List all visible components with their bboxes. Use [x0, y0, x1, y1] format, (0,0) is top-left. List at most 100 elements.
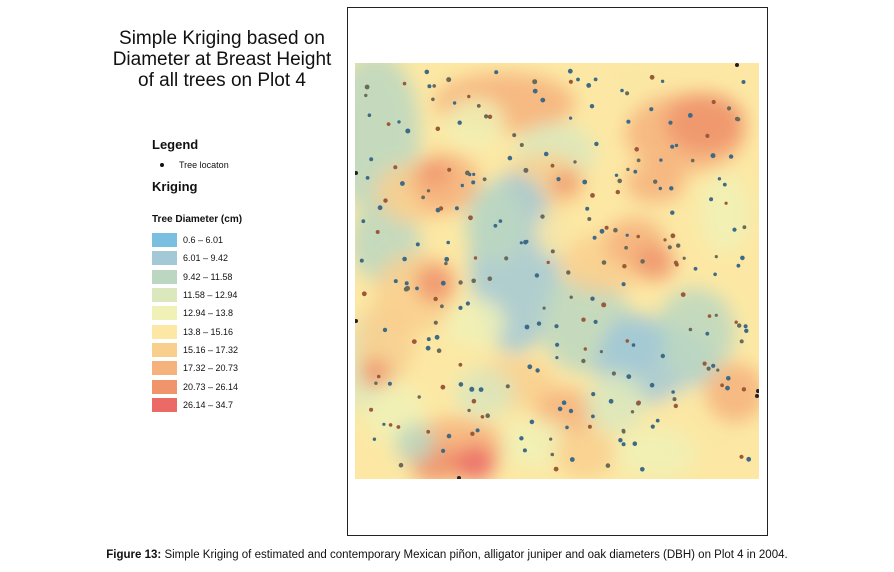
- tree-location-dot: [512, 133, 517, 138]
- tree-location-dot: [591, 392, 596, 397]
- tree-location-dot: [484, 114, 489, 119]
- tree-location-dot: [440, 384, 446, 390]
- tree-location-dot: [669, 186, 674, 191]
- tree-location-dot: [631, 343, 636, 347]
- tree-location-dot: [527, 364, 533, 370]
- title-line-2: Diameter at Breast Height: [112, 49, 332, 70]
- tree-location-dot: [614, 173, 619, 177]
- tree-location-dot: [367, 113, 372, 117]
- tree-location-dot: [722, 182, 727, 187]
- tree-location-dot: [382, 422, 386, 426]
- tree-location-dot: [611, 371, 616, 376]
- kriging-zone: [415, 263, 455, 303]
- tree-location-dot: [553, 466, 559, 472]
- kriging-zone: [535, 208, 575, 258]
- tree-location-dot: [663, 238, 667, 242]
- diameter-class-10: 26.14 – 34.7: [152, 396, 238, 414]
- diameter-class-6: 13.8 – 15.16: [152, 322, 238, 340]
- tree-location-dot: [626, 374, 632, 379]
- tree-location-dot: [714, 255, 718, 259]
- kriging-zone: [665, 93, 745, 153]
- tree-location-dot: [567, 68, 573, 74]
- kriging-zone: [555, 428, 615, 478]
- tree-location-dot: [469, 386, 475, 392]
- tree-location-dot: [441, 448, 446, 453]
- tree-location-dot: [400, 181, 405, 186]
- tree-location-dot: [741, 80, 746, 84]
- tree-location-dot: [458, 280, 463, 285]
- tree-location-dot: [471, 398, 477, 404]
- tree-location-dot: [438, 206, 444, 211]
- tree-location-dot: [713, 272, 717, 277]
- tree-location-dot: [632, 441, 638, 447]
- tree-location-dot: [649, 382, 655, 388]
- tree-location-dot: [505, 384, 510, 389]
- tree-location-dot: [649, 74, 655, 80]
- tree-location-dot: [383, 198, 388, 203]
- tree-location-dot: [569, 295, 573, 299]
- tree-location-dot: [590, 296, 595, 301]
- tree-location-dot: [421, 195, 425, 200]
- tree-location-dot: [494, 70, 499, 75]
- tree-location-dot: [716, 368, 720, 372]
- kriging-zone: [420, 161, 450, 185]
- tree-location-dot: [361, 219, 366, 224]
- tree-location-dot: [636, 234, 640, 239]
- tree-location-dot: [569, 116, 573, 120]
- tree-location-dot: [424, 69, 430, 75]
- tree-location-dot: [617, 178, 622, 184]
- diameter-class-5: 12.94 – 13.8: [152, 304, 238, 322]
- tree-location-dot: [621, 282, 626, 287]
- tree-location-dot: [620, 88, 624, 93]
- tree-location-dot: [621, 442, 626, 447]
- tree-location-dot: [396, 425, 401, 429]
- tree-location-dot: [393, 165, 398, 170]
- diameter-class-2: 6.01 – 9.42: [152, 249, 238, 267]
- tree-location-dot: [543, 151, 549, 157]
- tree-location-dot: [554, 324, 559, 329]
- tree-location-dot: [711, 363, 716, 368]
- diameter-class-7: 15.16 – 17.32: [152, 341, 238, 359]
- diameter-class-8: 17.32 – 20.73: [152, 359, 238, 377]
- tree-location-dot: [467, 408, 471, 413]
- tree-location-dot: [457, 120, 462, 125]
- tree-location-dot: [594, 141, 599, 147]
- tree-location-dot: [452, 101, 457, 105]
- tree-location-dot: [601, 260, 607, 265]
- tree-location-dot: [460, 183, 464, 188]
- diameter-class-4: 11.58 – 12.94: [152, 286, 238, 304]
- tree-location-dot: [425, 345, 431, 351]
- kriging-zone: [705, 363, 759, 423]
- tree-locations: [355, 63, 759, 479]
- tree-location-dot: [432, 84, 436, 88]
- tree-location-dot: [726, 376, 731, 381]
- tree-location-dot: [411, 339, 417, 344]
- tree-location-dot: [393, 279, 398, 284]
- title-line-3: of all trees on Plot 4: [138, 70, 306, 91]
- tree-location-dot: [720, 383, 724, 388]
- tree-location-dot: [480, 415, 485, 419]
- kriging-zone: [395, 423, 435, 463]
- tree-location-dot: [742, 225, 747, 230]
- kriging-zone: [585, 373, 645, 433]
- tree-location-dot: [702, 361, 707, 366]
- tree-location-dot: [615, 189, 620, 195]
- diameter-class-1: 0.6 – 6.01: [152, 231, 238, 249]
- tree-location-dot: [585, 206, 590, 211]
- tree-location-dot: [426, 429, 431, 434]
- tree-location-dot: [355, 319, 358, 323]
- tree-location-dot: [624, 245, 628, 250]
- tree-location-dot: [728, 154, 734, 159]
- tree-location-dot: [375, 230, 380, 234]
- tree-location-dot: [599, 228, 605, 234]
- tree-location-dot: [482, 177, 487, 182]
- tree-location-dot: [659, 158, 663, 162]
- tree-location-dot: [431, 97, 435, 102]
- tree-location-dot: [507, 155, 513, 161]
- tree-location-dot: [376, 374, 381, 379]
- legend-tree-location: Tree locaton: [160, 160, 229, 170]
- class-label: 6.01 – 9.42: [183, 253, 229, 264]
- tree-location-dot: [467, 94, 471, 99]
- tree-location-dot: [519, 436, 524, 441]
- tree-location-dot: [458, 382, 464, 387]
